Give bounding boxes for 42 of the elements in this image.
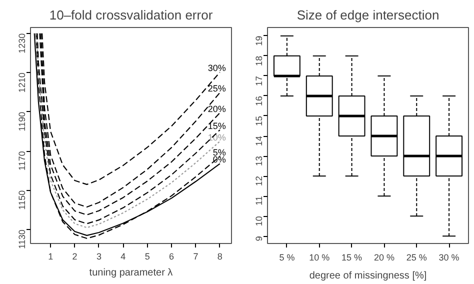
y-tick-label: 16 — [254, 96, 264, 106]
y-tick-label: 11 — [254, 196, 264, 206]
y-tick-label: 1210 — [17, 72, 27, 93]
y-tick-label: 13 — [254, 156, 264, 166]
x-tick-label: 5 % — [279, 252, 295, 262]
y-tick-label: 1230 — [17, 33, 27, 54]
x-axis-title: tuning parameter λ — [89, 268, 173, 278]
y-tick-label: 1170 — [17, 151, 27, 170]
x-tick-label: 8 — [217, 252, 222, 262]
y-tick-label: 14 — [254, 136, 264, 146]
chart-title: Size of edge intersection — [296, 8, 440, 22]
y-tick-label: 1130 — [17, 230, 27, 249]
x-tick-label: 4 — [120, 252, 126, 262]
x-tick-label: 20 % — [374, 252, 394, 262]
y-tick-label: 18 — [254, 56, 264, 66]
series-label: 10% — [208, 132, 226, 142]
series-label: 25% — [208, 84, 226, 94]
x-tick-label: 2 — [72, 252, 78, 262]
x-tick-label: 7 — [193, 252, 198, 262]
y-tick-label: 17 — [254, 76, 264, 86]
y-tick-label: 10 — [254, 216, 264, 226]
y-tick-label: 1190 — [17, 112, 27, 132]
x-tick-label: 3 — [96, 252, 102, 262]
x-tick-label: 6 — [169, 252, 174, 262]
x-axis-title: degree of missingness [%] — [309, 270, 427, 282]
y-tick-label: 19 — [254, 36, 264, 46]
series-label: 0% — [212, 154, 226, 165]
x-tick-label: 1 — [48, 252, 54, 262]
x-tick-label: 10 % — [309, 252, 330, 262]
y-tick-label: 1150 — [17, 190, 27, 210]
y-tick-label: 9 — [254, 236, 264, 242]
chart-title: 10–fold crossvalidation error — [49, 8, 214, 22]
x-tick-label: 5 — [144, 252, 150, 262]
series-label: 20% — [208, 104, 226, 114]
series-label: 15% — [208, 120, 226, 131]
x-tick-label: 25 % — [406, 252, 427, 262]
series-label: 5% — [212, 147, 226, 158]
x-tick-label: 30 % — [438, 252, 460, 262]
x-tick-label: 15 % — [342, 252, 362, 262]
y-tick-label: 15 — [254, 116, 264, 126]
y-tick-label: 12 — [254, 176, 264, 186]
series-label: 30% — [208, 63, 226, 74]
